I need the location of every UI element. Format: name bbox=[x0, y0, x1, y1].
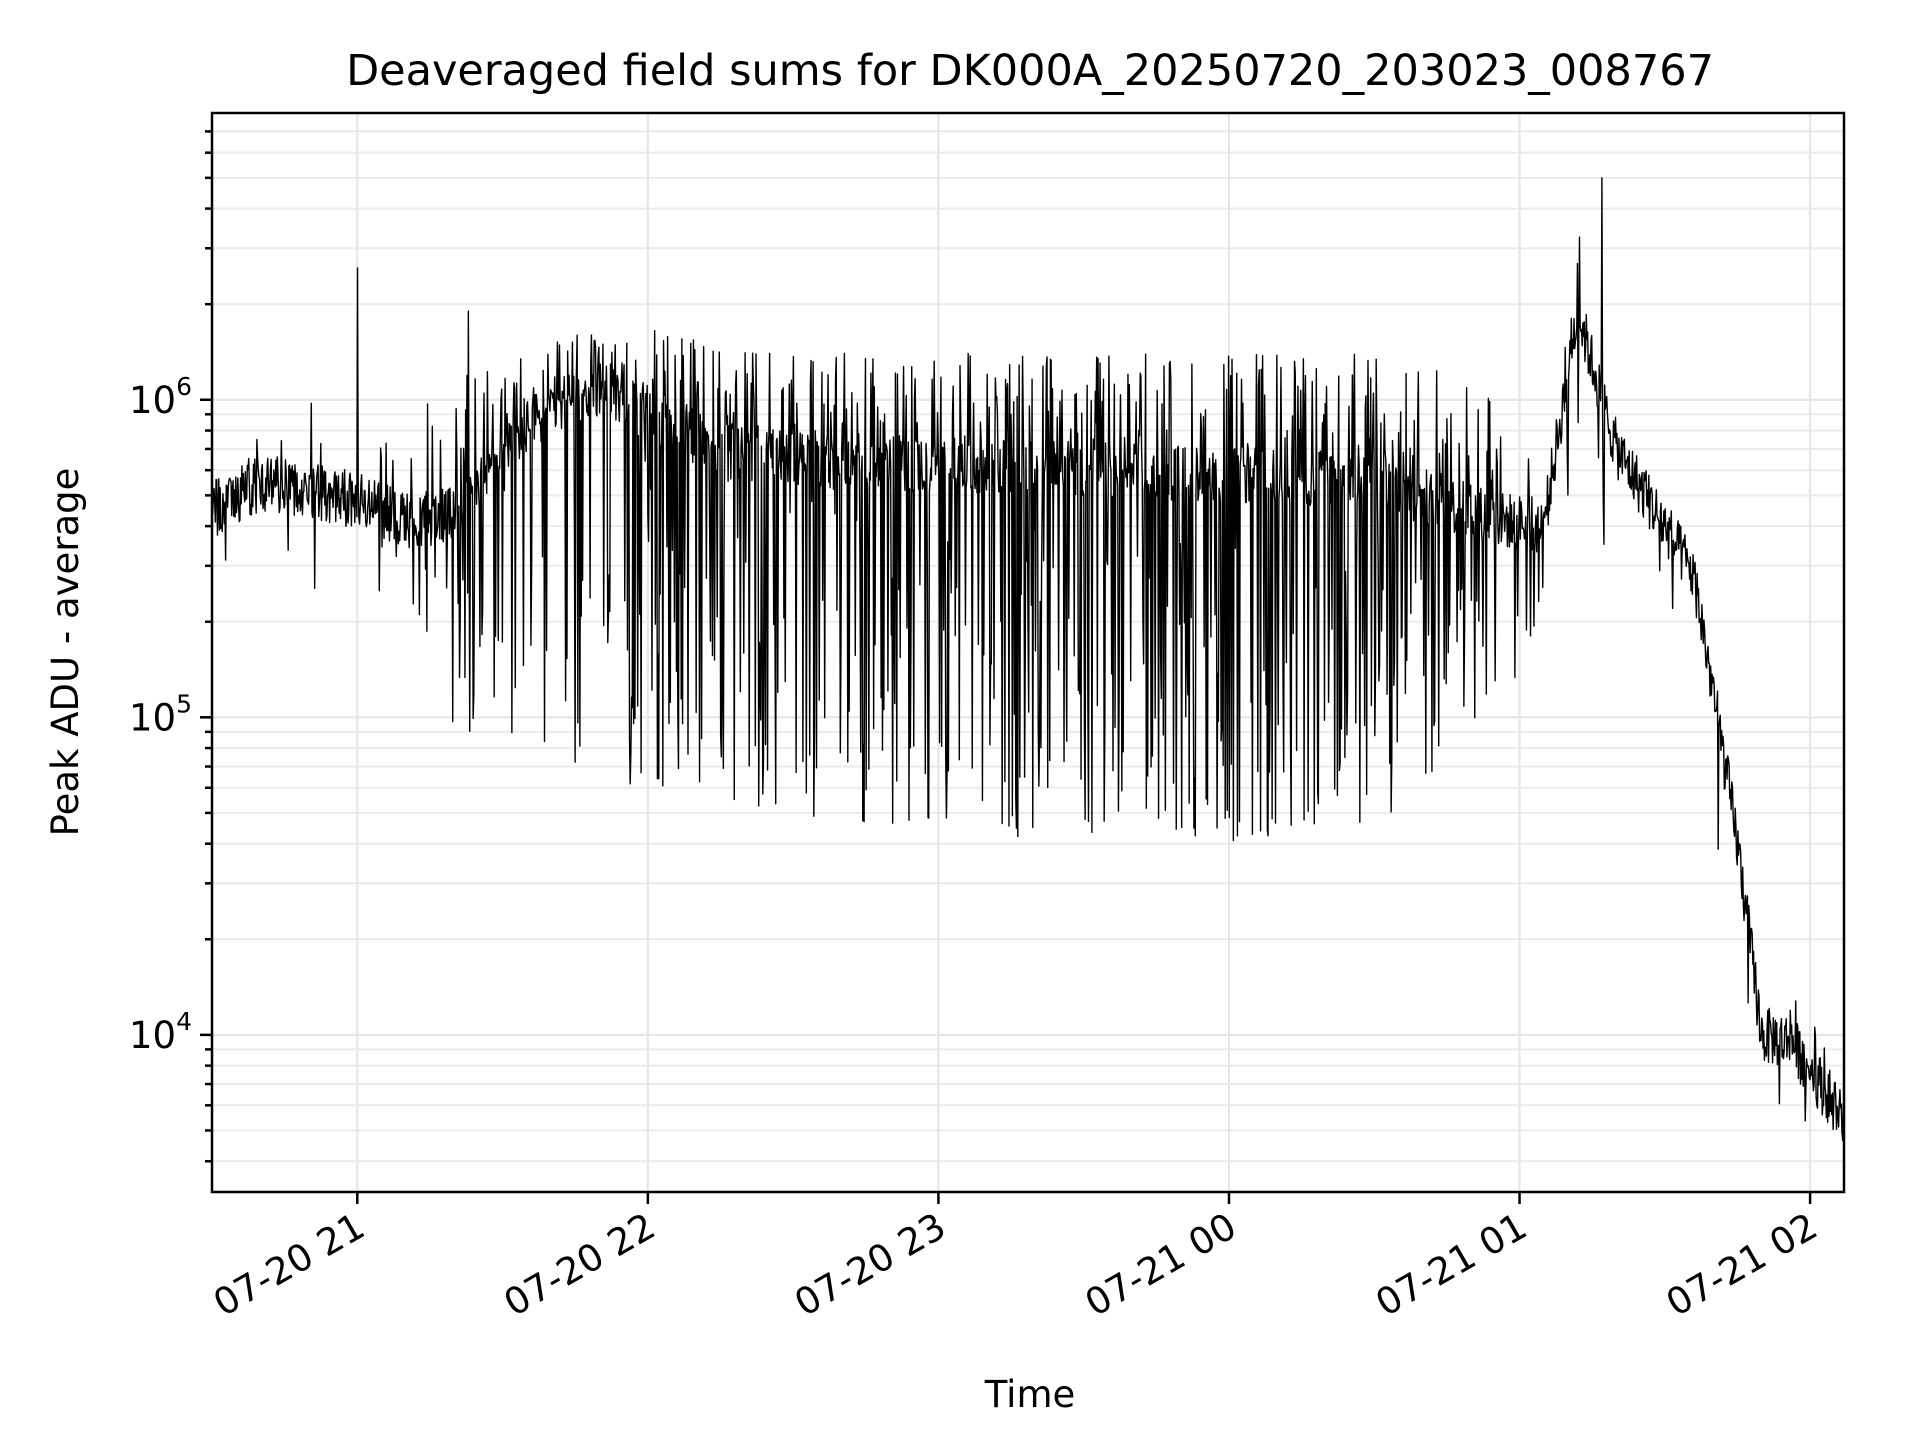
plot-frame bbox=[210, 111, 1846, 1194]
y-axis-label: Peak ADU - average bbox=[44, 468, 87, 837]
chart-title: Deaveraged field sums for DK000A_2025072… bbox=[346, 46, 1714, 96]
plot-area bbox=[211, 177, 1845, 1142]
y-axis: 104 105 106 bbox=[129, 130, 212, 1163]
y-tick-label: 104 bbox=[129, 1007, 192, 1057]
y-tick-label: 106 bbox=[129, 372, 192, 422]
x-axis-label: Time bbox=[984, 1373, 1076, 1416]
series-line bbox=[211, 177, 1845, 1142]
y-tick-label: 105 bbox=[129, 689, 192, 739]
